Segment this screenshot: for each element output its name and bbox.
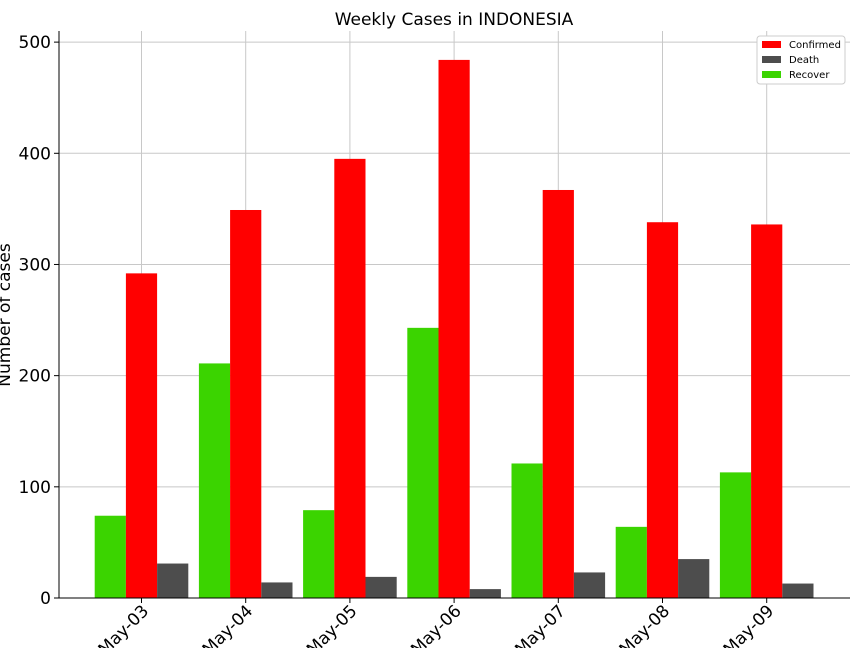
bar-confirmed-may-07 bbox=[542, 189, 574, 598]
bar-confirmed-may-04 bbox=[230, 209, 262, 598]
legend-label-death: Death bbox=[789, 55, 819, 66]
x-tick-label: May-04 bbox=[199, 601, 257, 648]
bar-death-may-04 bbox=[261, 582, 293, 598]
bar-confirmed-may-03 bbox=[125, 273, 158, 598]
legend-swatch-death bbox=[762, 56, 781, 63]
bar-recover-may-03 bbox=[94, 515, 126, 598]
x-tick-label: May-06 bbox=[407, 601, 465, 648]
y-ticks: 0 100 200 300 400 500 bbox=[19, 33, 59, 609]
y-tick-label: 200 bbox=[19, 367, 51, 387]
bar-death-may-07 bbox=[573, 572, 606, 598]
bar-confirmed-may-09 bbox=[751, 224, 783, 598]
bar-confirmed-may-08 bbox=[646, 222, 679, 599]
bar-confirmed-may-05 bbox=[334, 158, 366, 598]
bar-recover-may-08 bbox=[615, 526, 647, 598]
x-tick-label: May-08 bbox=[616, 601, 674, 648]
legend-swatch-recover bbox=[762, 71, 781, 78]
x-tick-label: May-03 bbox=[95, 601, 153, 648]
y-tick-label: 0 bbox=[40, 589, 51, 609]
legend: Confirmed Death Recover bbox=[756, 35, 846, 85]
bar-recover-may-07 bbox=[511, 463, 543, 598]
y-axis-label: Number of cases bbox=[0, 243, 15, 387]
bar-death-may-06 bbox=[469, 589, 501, 598]
bar-death-may-08 bbox=[678, 559, 710, 598]
legend-label-confirmed: Confirmed bbox=[789, 40, 841, 51]
bars bbox=[94, 59, 814, 599]
x-ticks: May-03 May-04 May-05 May-06 May-07 May-08 May-… bbox=[95, 598, 778, 648]
legend-label-recover: Recover bbox=[789, 70, 830, 81]
x-tick-label: May-07 bbox=[511, 601, 569, 648]
y-tick-label: 400 bbox=[19, 144, 51, 164]
bar-death-may-09 bbox=[782, 583, 814, 598]
bar-recover-may-06 bbox=[407, 327, 439, 598]
bar-death-may-03 bbox=[157, 563, 189, 598]
y-tick-label: 100 bbox=[19, 478, 51, 498]
y-tick-label: 300 bbox=[19, 255, 51, 275]
legend-swatch-confirmed bbox=[762, 41, 781, 48]
bar-recover-may-04 bbox=[198, 363, 231, 598]
bar-confirmed-may-06 bbox=[438, 59, 470, 598]
x-tick-label: May-09 bbox=[720, 601, 778, 648]
bar-death-may-05 bbox=[365, 576, 397, 598]
y-tick-label: 500 bbox=[19, 33, 51, 53]
x-tick-label: May-05 bbox=[303, 601, 361, 648]
bar-recover-may-05 bbox=[303, 510, 335, 598]
bar-recover-may-09 bbox=[719, 472, 752, 598]
chart-title: Weekly Cases in INDONESIA bbox=[335, 10, 574, 30]
